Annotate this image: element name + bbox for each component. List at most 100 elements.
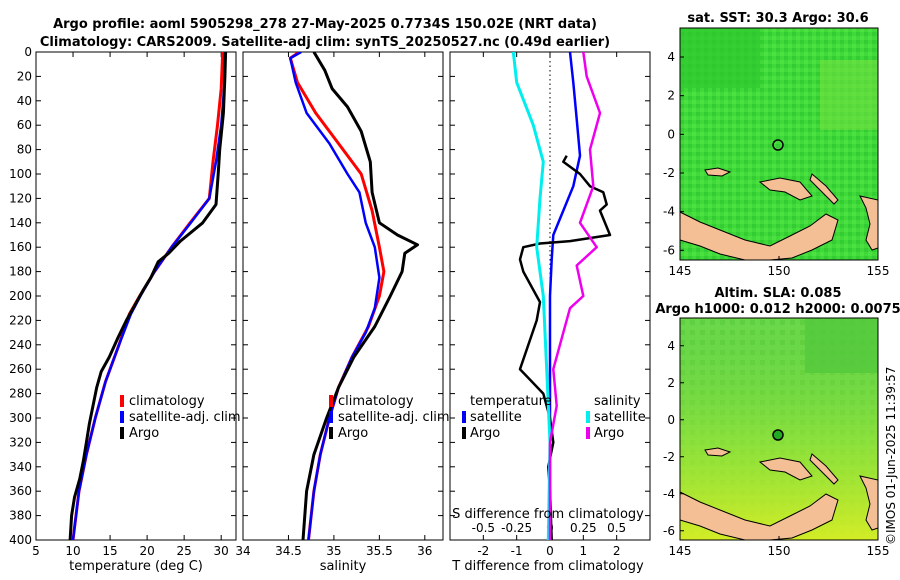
legend-label-argo: Argo [129, 426, 159, 441]
legend-swatch-climatology [329, 395, 333, 407]
map-x-tick-label: 145 [669, 544, 692, 558]
y-tick-label: 200 [9, 289, 32, 303]
x-tick-label: 10 [65, 544, 80, 558]
y-tick-label: 340 [9, 460, 32, 474]
map-y-tick-label: 4 [667, 50, 675, 64]
legend-swatch-t-satellite [462, 411, 466, 423]
y-tick-label: 60 [17, 118, 32, 132]
x-tick-label: 36 [417, 544, 432, 558]
series-line-temperature-argo [518, 155, 612, 540]
difference-temperature-legend: temperature satellite Argo [462, 394, 552, 441]
sst-warm-patch [820, 60, 878, 130]
s-tick-label: -0.5 [472, 521, 495, 535]
x-tick-label: -2 [477, 544, 489, 558]
legend-label-satellite: satellite-adj. clim [129, 410, 241, 425]
legend-swatch-t-argo [462, 427, 466, 439]
argo-float-marker [772, 429, 784, 441]
temperature-xlabel: temperature (deg C) [69, 559, 203, 574]
map-y-tick-label: -2 [663, 166, 675, 180]
series-group [288, 52, 419, 540]
salinity-panel: 34 34.5 35 35.5 36 [235, 51, 444, 558]
sla-map-title: Altim. SLA: 0.085 [715, 286, 842, 301]
series-group [68, 52, 228, 540]
x-tick-label: 34 [235, 544, 250, 558]
sst-map [679, 27, 879, 261]
y-tick-label: 180 [9, 265, 32, 279]
difference-top-xlabel: S difference from climatology [452, 507, 644, 522]
plot-area [242, 51, 444, 541]
y-tick-label: 280 [9, 387, 32, 401]
s-tick-label: 0.25 [570, 521, 597, 535]
land-new-guinea [679, 491, 839, 541]
plot-area [35, 51, 237, 541]
y-tick-label: 100 [9, 167, 32, 181]
legend-title-salinity: salinity [594, 394, 641, 409]
y-tick-label: 40 [17, 94, 32, 108]
series-line-salinity-satellite [511, 52, 552, 540]
salinity-xlabel: salinity [320, 559, 367, 574]
y-tick-label: 260 [9, 362, 32, 376]
y-tick-label: 80 [17, 143, 32, 157]
y-tick-label: 320 [9, 435, 32, 449]
x-tick-label: 35 [326, 544, 341, 558]
y-tick-label: 0 [24, 45, 32, 59]
series-group [511, 52, 612, 540]
map-y-tick-label: -6 [663, 243, 675, 257]
x-tick-label: 20 [139, 544, 154, 558]
legend-label-s-satellite: satellite [594, 410, 646, 425]
sla-map [679, 317, 879, 541]
y-tick-label: 20 [17, 69, 32, 83]
map-y-tick-label: 0 [667, 413, 675, 427]
sst-map-title: sat. SST: 30.3 Argo: 30.6 [687, 11, 868, 26]
legend-swatch-climatology [120, 395, 124, 407]
map-x-tick-label: 155 [867, 264, 890, 278]
legend-title-temperature: temperature [470, 394, 552, 409]
y-tick-label: 300 [9, 411, 32, 425]
sst-map-axes: 145 150 155 4 2 0 -2 -4 -6 [663, 50, 889, 278]
map-x-tick-label: 150 [768, 544, 791, 558]
land-new-ireland [809, 173, 839, 205]
legend-swatch-satellite [120, 411, 124, 423]
legend-label-climatology: climatology [129, 394, 205, 409]
legend-swatch-s-argo [586, 427, 590, 439]
y-tick-label: 400 [9, 533, 32, 547]
temperature-panel: 0 20 40 60 80 100 120 140 160 180 200 220 240 260 280 3… [9, 45, 237, 558]
map-y-tick-label: -2 [663, 450, 675, 464]
legend-label-s-argo: Argo [594, 426, 624, 441]
legend-label-climatology: climatology [338, 394, 414, 409]
legend-label-t-satellite: satellite [470, 410, 522, 425]
land-new-guinea [679, 211, 839, 261]
series-line-argo [301, 52, 419, 540]
y-tick-label: 120 [9, 191, 32, 205]
sla-map-axes: 145 150 155 4 2 0 -2 -4 -6 [663, 339, 889, 558]
salinity-legend: climatology satellite-adj. clim Argo [329, 394, 450, 441]
map-x-tick-label: 145 [669, 264, 692, 278]
s-tick-label: 0.5 [607, 521, 626, 535]
y-tick-label: 240 [9, 338, 32, 352]
s-tick-label: -0.25 [501, 521, 532, 535]
y-tick-label: 360 [9, 484, 32, 498]
map-y-tick-label: -4 [663, 205, 675, 219]
map-y-tick-label: 4 [667, 339, 675, 353]
x-tick-label: 5 [32, 544, 40, 558]
legend-swatch-argo [120, 427, 124, 439]
legend-label-argo: Argo [338, 426, 368, 441]
legend-swatch-satellite [329, 411, 333, 423]
x-tick-label: 34.5 [275, 544, 302, 558]
x-tick-label: 25 [177, 544, 192, 558]
x-tick-label: 15 [102, 544, 117, 558]
y-tick-label: 220 [9, 313, 32, 327]
figure-title-line2: Climatology: CARS2009. Satellite-adj cli… [40, 35, 610, 50]
series-line-temperature-satellite [548, 52, 582, 540]
difference-salinity-legend: salinity satellite Argo [586, 394, 646, 441]
land-new-britain [758, 457, 813, 481]
sla-map-subtitle: Argo h1000: 0.012 h2000: 0.0075 [655, 302, 900, 317]
x-tick-label: 0 [546, 544, 554, 558]
legend-label-satellite: satellite-adj. clim [338, 410, 450, 425]
x-tick-label: 30 [214, 544, 229, 558]
temperature-legend: climatology satellite-adj. clim Argo [120, 394, 241, 441]
map-x-tick-label: 150 [768, 264, 791, 278]
map-y-tick-label: 2 [667, 89, 675, 103]
difference-panel: -2 -1 0 1 2-0.5 -0.25 0 0.25 0.5 [449, 51, 651, 558]
land-manus [704, 167, 732, 177]
